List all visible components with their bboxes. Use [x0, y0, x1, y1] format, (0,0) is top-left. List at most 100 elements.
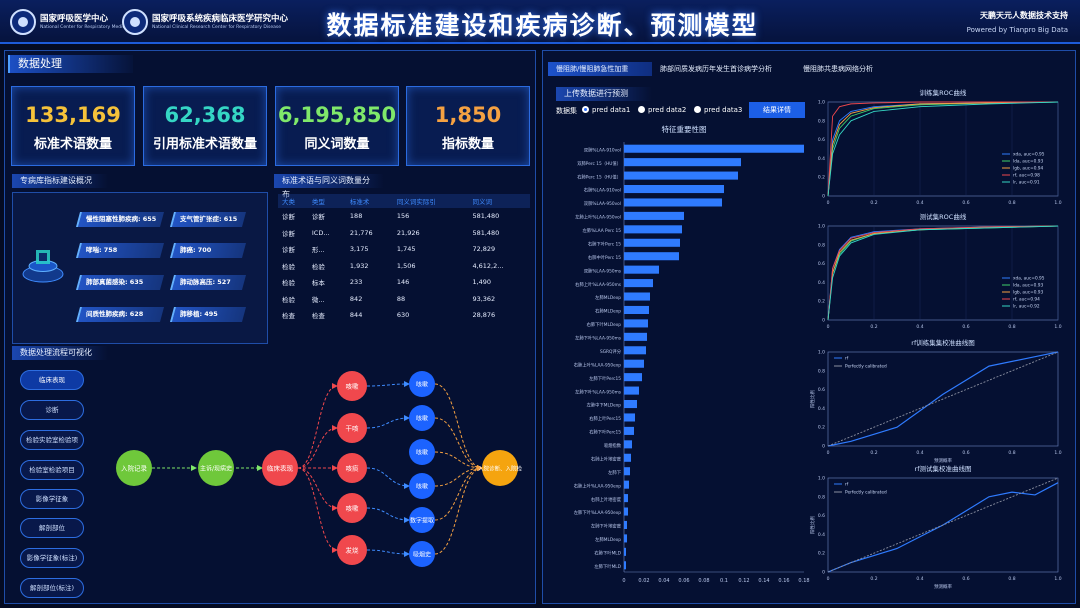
bar-category-label: 双肺%LAA-950vol — [584, 201, 621, 207]
y-tick-label: 0.4 — [818, 532, 825, 538]
x-tick-label: 0.08 — [698, 578, 709, 584]
x-tick-label: 1.0 — [1054, 324, 1061, 330]
table-row: 诊断 ICD... 21,776 21,926 581,480 — [278, 225, 530, 242]
radio-pred-data3[interactable]: pred data3 — [694, 106, 742, 114]
table-row: 诊断 形... 3,175 1,745 72,829 — [278, 241, 530, 258]
y-tick-label: 0 — [822, 570, 825, 576]
flow-node-start-label: 入院记录 — [121, 464, 148, 473]
bar-category-label: 右肺上叶%LAA-950exp — [574, 482, 622, 489]
upload-title: 上传数据进行预测 — [556, 87, 652, 101]
flow-node-start — [116, 450, 152, 486]
bar — [624, 561, 626, 570]
flow-node-standard — [409, 371, 435, 397]
org1-en: National Center for Respiratory Medicine — [40, 25, 132, 30]
flow-link — [366, 415, 410, 429]
table-cell: 检查 — [282, 312, 295, 321]
legend-entry: lr, auc=0.92 — [1013, 304, 1040, 310]
table-cell: 146 — [396, 278, 410, 287]
flow-btn-imaging[interactable]: 影像学征象 — [20, 489, 84, 509]
series-line — [827, 101, 1059, 197]
bar-category-label: 右肺下叶Perc15 — [589, 429, 621, 436]
table-cell: 检查 — [311, 312, 325, 321]
y-tick-label: 0.6 — [818, 387, 825, 393]
y-tick-label: 0.4 — [818, 156, 825, 162]
bar-category-label: 双肺%LAA-950ms — [584, 268, 622, 274]
cal-train-chart: rf训练集集校准曲线图 00 0.2 0.2 0.4 0.4 0.6 0.6 0.8 0.8 1.0… — [809, 338, 1062, 464]
y-tick-label: 0.6 — [818, 513, 825, 519]
x-tick-label: 0 — [827, 200, 830, 206]
flow-btn-imaging-annot[interactable]: 影像学征象(标注) — [20, 548, 84, 568]
bar — [624, 279, 653, 288]
x-tick-label: 0 — [622, 578, 625, 584]
bar-category-label: 右肺MLDexp — [595, 308, 621, 315]
table-cell: 581,480 — [472, 212, 500, 221]
bar — [624, 171, 738, 180]
legend-entry: xda, auc=0.95 — [1013, 276, 1045, 282]
tab-comorbidity[interactable]: 慢阻肺共患病网络分析 — [803, 65, 873, 73]
radio-pred-data1[interactable]: pred data1 — [582, 106, 630, 114]
legend-entry: lgb, auc=0.93 — [1013, 290, 1044, 296]
table-cell: 检验 — [282, 295, 295, 304]
flow-node-end-label: 入院诊断、入院检 — [478, 465, 523, 473]
org2-en: National Clinical Research Center for Re… — [152, 25, 282, 30]
table-row: 检验 标本 233 146 1,490 — [278, 274, 530, 291]
x-tick-label: 0.4 — [916, 450, 923, 456]
flow-node-standard — [409, 541, 435, 567]
col-header: 大类 — [278, 194, 308, 208]
param-asthma: 哮喘: 758 — [75, 243, 165, 258]
x-tick-label: 0.8 — [1008, 450, 1015, 456]
x-tick-label: 0 — [827, 576, 830, 582]
table-cell: 标本 — [311, 279, 325, 288]
bar-category-label: 右肺上叶地密度 — [591, 455, 622, 462]
bar — [624, 453, 631, 462]
flow-link — [434, 465, 483, 555]
stat-card-2: 62,368 引用标准术语数量 — [143, 86, 267, 166]
radio-pred-data2[interactable]: pred data2 — [638, 106, 686, 114]
flow-btn-diagnosis[interactable]: 诊断 — [20, 400, 84, 420]
bar — [624, 426, 634, 435]
bar-category-label: 双肺Perc 15（HU值） — [577, 160, 621, 167]
table-cell: 88 — [396, 294, 406, 303]
flow-node-symptom-label: 干咳 — [346, 424, 360, 433]
bar-category-label: 右肺上叶%LAA-950exp — [574, 361, 622, 368]
flow-btn-anatomy[interactable]: 解剖部位 — [20, 518, 84, 538]
x-tick-label: 0 — [827, 324, 830, 330]
flow-node-symptom — [337, 535, 367, 565]
dataset-label: 数据集 — [556, 107, 577, 115]
bar — [624, 185, 724, 194]
param-transplant: 肺移植: 495 — [169, 307, 247, 322]
x-tick-label: 0.06 — [678, 578, 689, 584]
build-title: 专病库指标建设概况 — [12, 174, 108, 188]
bar-category-label: 左肺下叶%LAA-950ms — [575, 388, 622, 395]
flow-node-standard-label: 咳嗽 — [416, 483, 428, 491]
y-axis-label: 阳性比例 — [809, 390, 816, 408]
bar — [624, 305, 649, 314]
x-tick-label: 0 — [827, 450, 830, 456]
flow-btn-lab[interactable]: 检验实验室检验项 — [20, 430, 84, 450]
y-tick-label: 0.2 — [818, 175, 825, 181]
flow-diagram: 入院记录 主诉/现病史 临床表现咳嗽干咳咳痰咳嗽发烧咳嗽咳嗽咳嗽咳嗽数字提取吸烟史入… — [116, 371, 523, 567]
flow-node-symptom-label: 发烧 — [346, 546, 360, 555]
bar-category-label: 右肺下叶Perc 15 — [588, 240, 621, 247]
table-cell: 21,926 — [396, 228, 420, 237]
table-cell: 形... — [311, 246, 325, 255]
stat-card-1: 133,169 标准术语数量 — [11, 86, 135, 166]
flow-link — [366, 549, 410, 557]
flow-link — [366, 467, 410, 489]
flow-btn-lab-items[interactable]: 检验室检验项目 — [20, 460, 84, 480]
dist-title: 标准术语与同义词数量分布 — [274, 174, 384, 199]
bar — [624, 198, 722, 207]
series-line — [827, 351, 1059, 447]
flow-node-symptom-label: 咳嗽 — [346, 382, 360, 391]
roc-test-chart: 测试集ROC曲线 00 0.2 0.2 0.4 0.4 0.6 0.6 0.8 0.8 1.0 1.0… — [818, 212, 1062, 330]
flow-node-symptom-label: 咳痰 — [346, 464, 360, 473]
header: 国家呼吸医学中心 National Center for Respiratory… — [0, 0, 1080, 44]
flow-btn-clinical[interactable]: 临床表现 — [20, 370, 84, 390]
legend-entry: lr, auc=0.91 — [1013, 180, 1040, 186]
bar-category-label: 左肺%LAA Perc 15 — [583, 227, 622, 234]
result-detail-button[interactable]: 结果详情 — [749, 102, 805, 118]
flow-btn-anatomy-annot[interactable]: 解剖部位(标注) — [20, 578, 84, 598]
tab-ild-analysis[interactable]: 肺部间质发病历年发生首诊病学分析 — [660, 65, 772, 73]
tab-copd[interactable]: 慢阻肺/慢阻肺急性加重 — [548, 62, 652, 76]
flow-node-complaint — [198, 450, 234, 486]
